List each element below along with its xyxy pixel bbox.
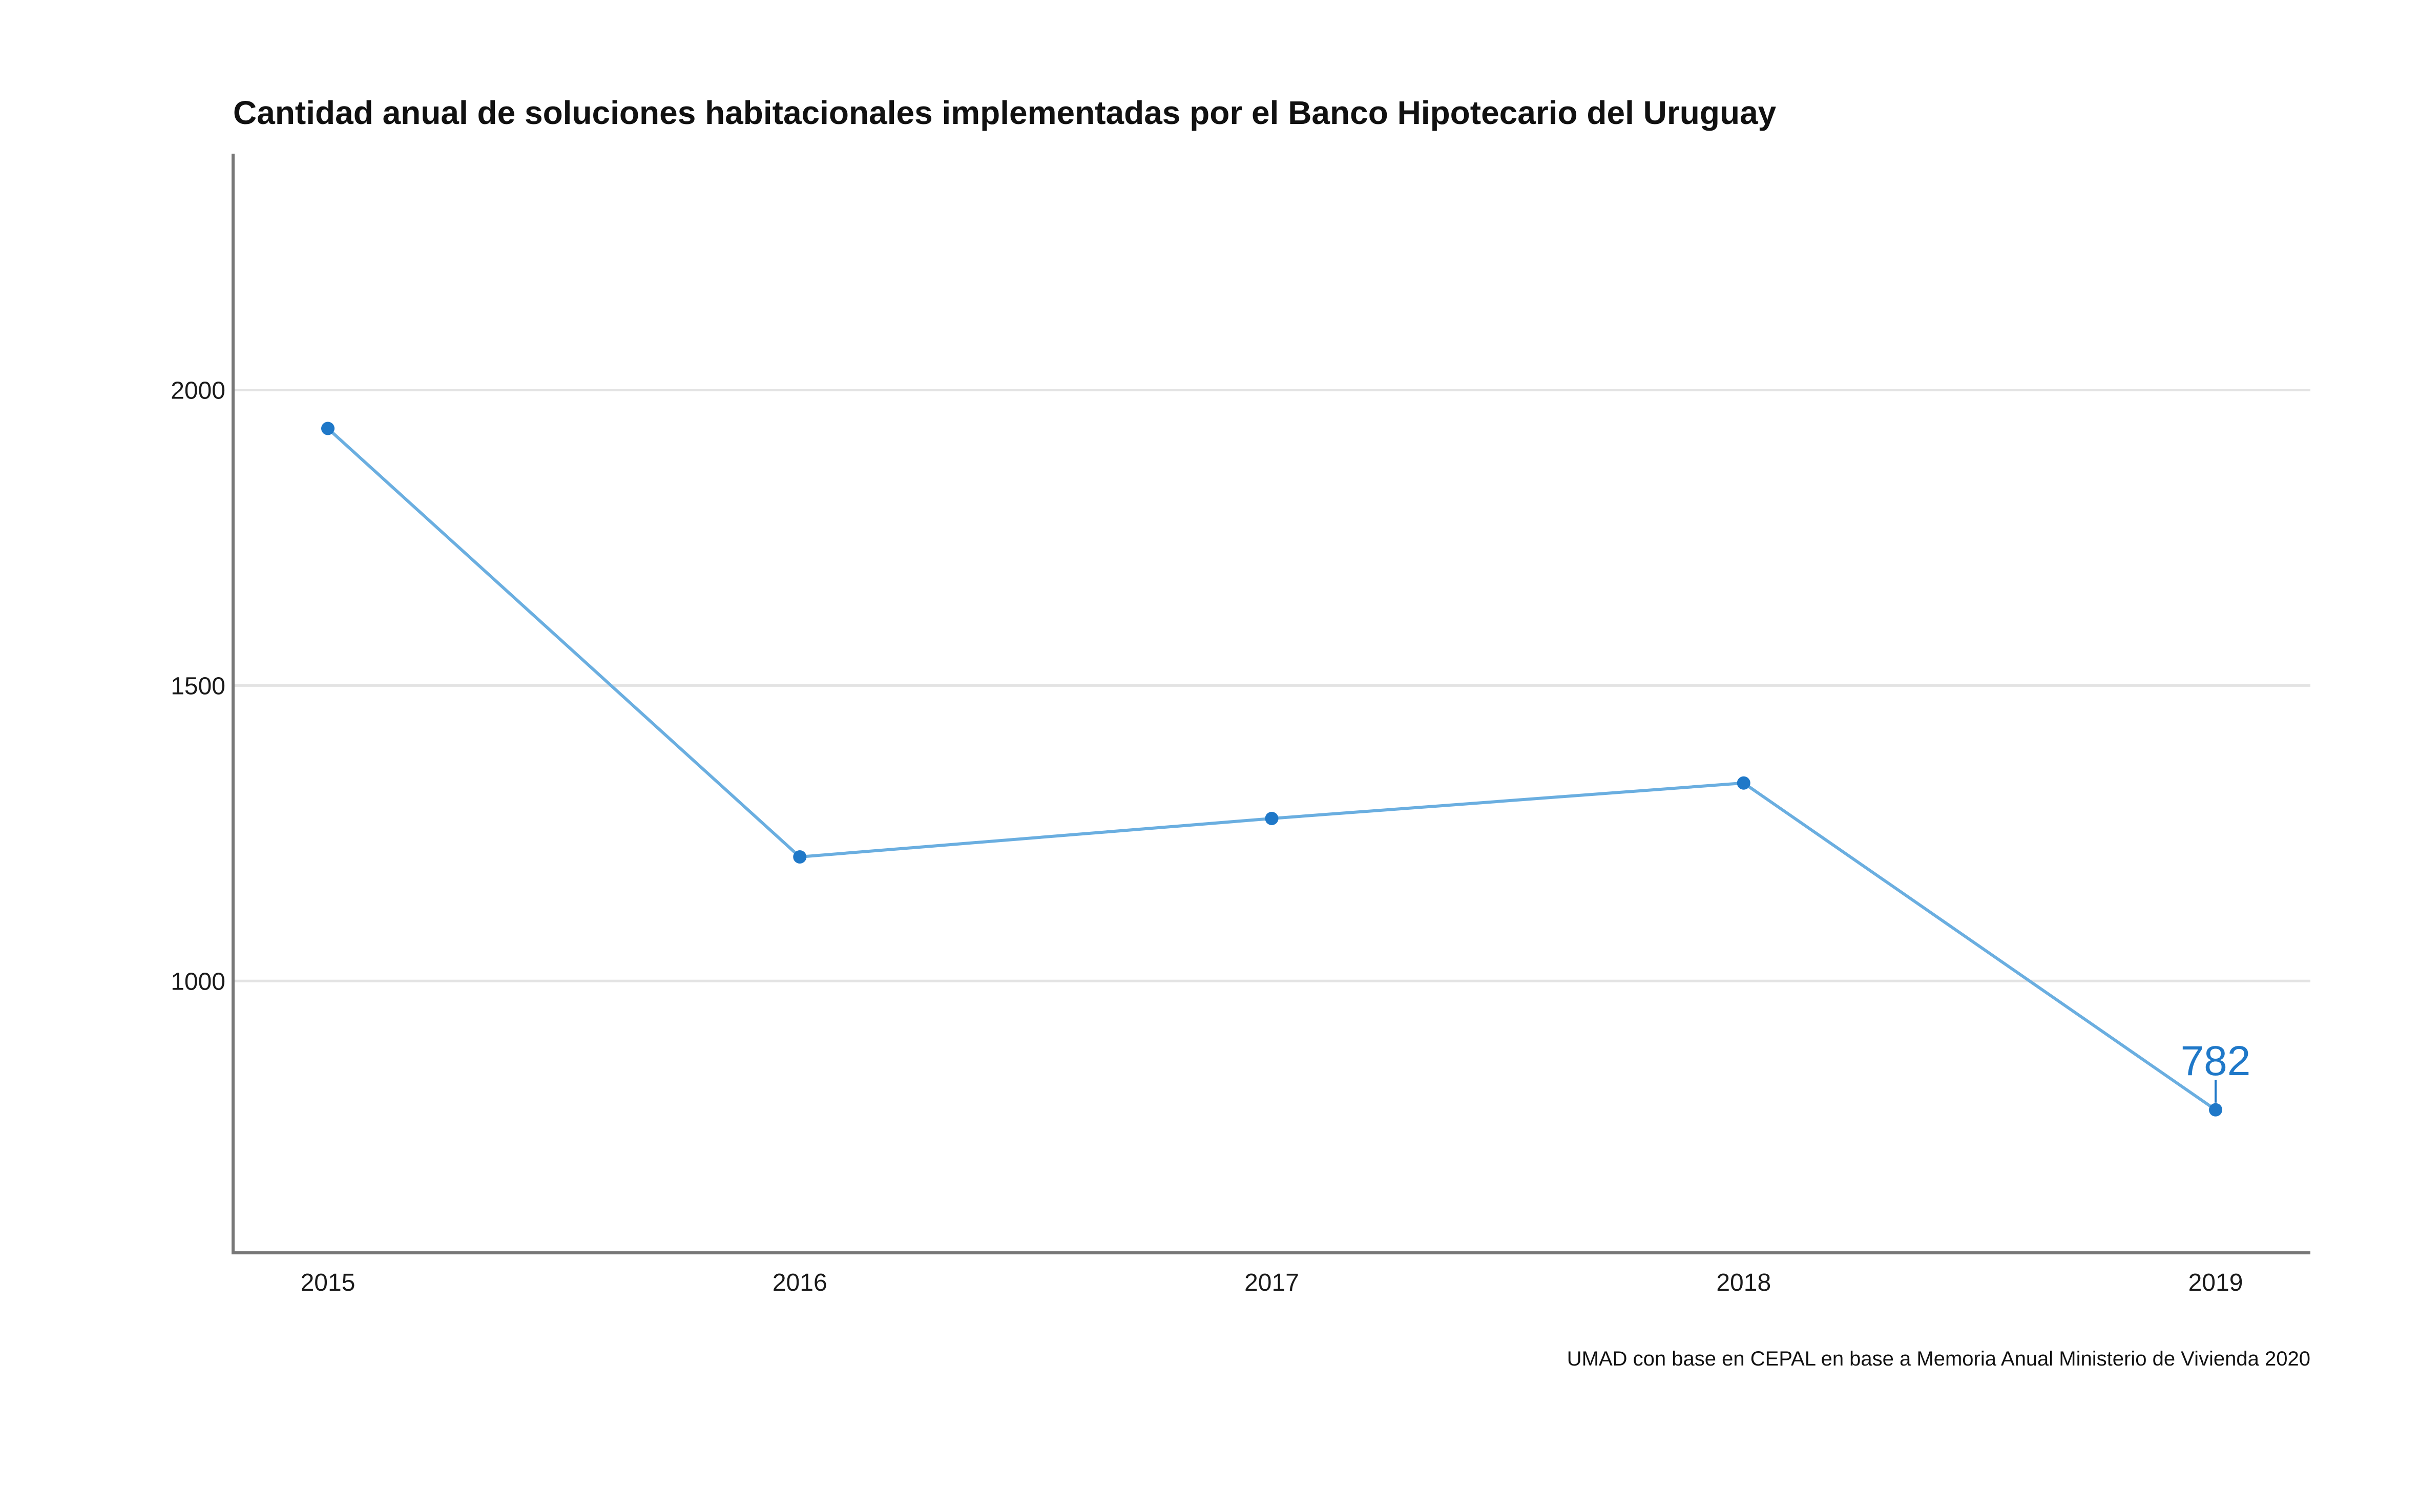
y-tick-label: 1500 (171, 673, 225, 700)
chart-caption: UMAD con base en CEPAL en base a Memoria… (1567, 1348, 2310, 1370)
data-point (321, 422, 335, 435)
x-tick-label: 2019 (2188, 1269, 2243, 1296)
y-tick-label: 2000 (171, 377, 225, 405)
x-axis-ticks: 2015 2016 2017 2018 2019 (301, 1269, 2243, 1296)
data-point (1737, 776, 1750, 790)
x-tick-label: 2017 (1244, 1269, 1299, 1296)
annotation-label: 782 (2181, 1038, 2251, 1084)
data-point (1265, 811, 1279, 825)
data-point (793, 850, 807, 864)
x-tick-label: 2015 (301, 1269, 356, 1296)
y-axis-ticks: 1000 1500 2000 (171, 377, 225, 996)
gridlines (233, 389, 2310, 982)
data-points (321, 422, 2222, 1117)
x-tick-label: 2018 (1716, 1269, 1771, 1296)
y-tick-label: 1000 (171, 968, 225, 995)
chart-title: Cantidad anual de soluciones habitaciona… (233, 94, 1777, 131)
series-line (326, 427, 2217, 1111)
x-tick-label: 2016 (773, 1269, 827, 1296)
data-point (2209, 1103, 2222, 1117)
